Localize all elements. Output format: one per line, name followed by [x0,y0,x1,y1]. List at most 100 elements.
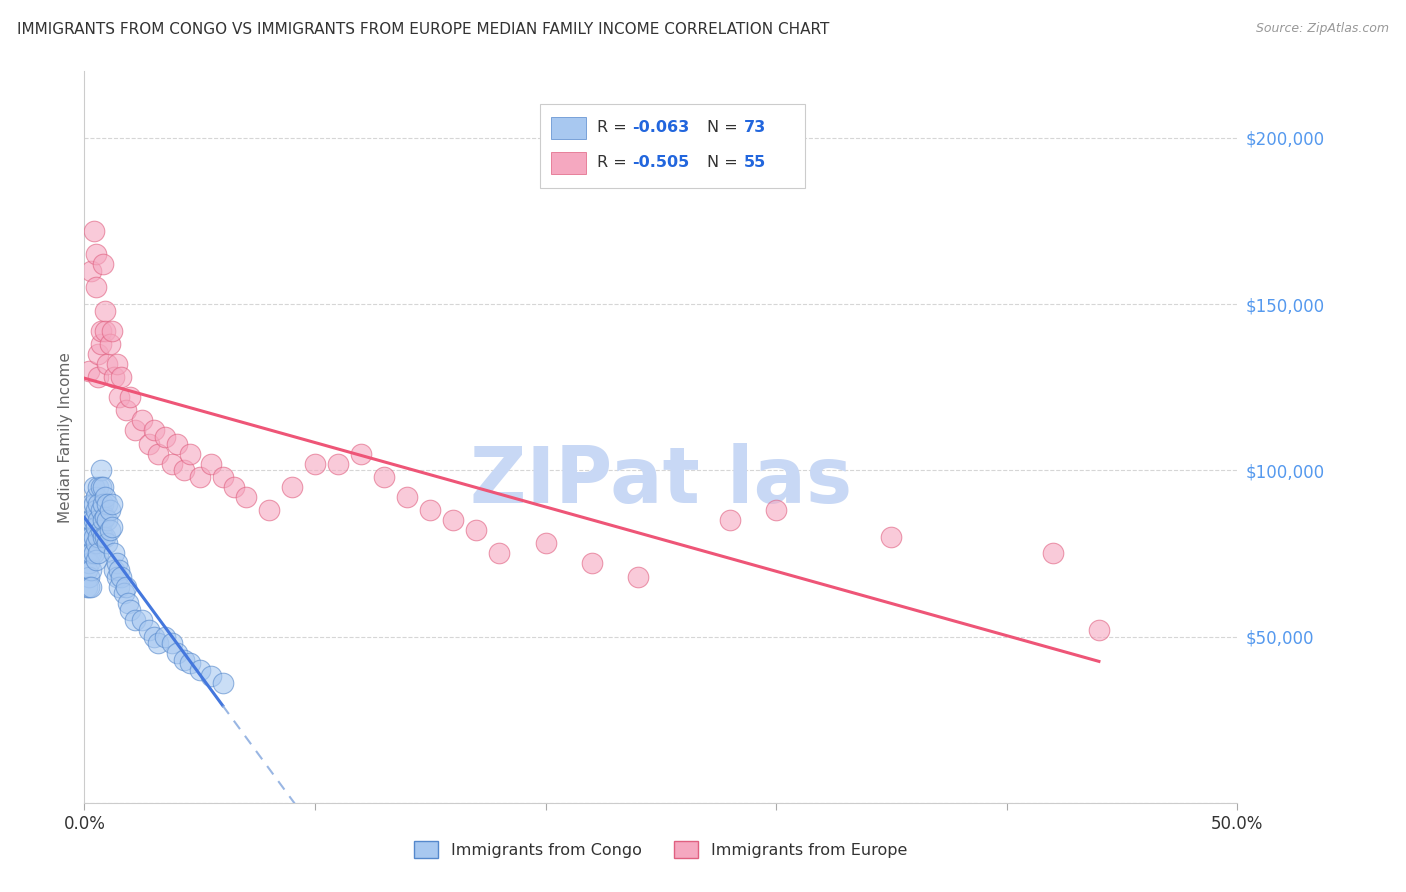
Point [98,503,121,517]
Point [281,480,304,494]
Point [419,503,441,517]
Point [96,513,118,527]
Point [103,563,125,577]
Point [138,623,160,637]
Point [87,480,110,494]
Point [101,324,124,338]
Point [94,509,117,524]
Point [105,570,128,584]
Point [131,413,153,427]
Point [110,570,132,584]
Point [94,324,117,338]
Point [105,557,128,571]
Point [80,563,103,577]
Text: -0.063: -0.063 [633,120,689,136]
Point [103,370,125,384]
Point [96,536,118,550]
Point [581,557,603,571]
Point [112,586,135,600]
Point [166,436,188,450]
Point [120,603,142,617]
Point [108,580,131,594]
Point [83,480,105,494]
Point [188,470,211,484]
Text: IMMIGRANTS FROM CONGO VS IMMIGRANTS FROM EUROPE MEDIAN FAMILY INCOME CORRELATION: IMMIGRANTS FROM CONGO VS IMMIGRANTS FROM… [17,22,830,37]
Point [115,580,138,594]
Point [441,513,464,527]
Point [77,546,100,560]
Point [115,403,138,417]
Point [91,257,114,271]
Point [1042,546,1064,560]
Point [396,490,419,504]
Text: Source: ZipAtlas.com: Source: ZipAtlas.com [1256,22,1389,36]
Point [627,570,650,584]
Point [77,363,100,377]
Point [350,447,373,461]
Point [77,580,100,594]
Point [188,663,211,677]
Point [160,457,183,471]
Point [77,557,100,571]
Point [765,503,787,517]
Point [77,570,100,584]
Point [718,513,741,527]
Point [224,480,246,494]
Point [89,523,111,537]
Point [304,457,326,471]
Text: R =: R = [598,155,633,170]
Point [84,503,107,517]
Point [101,497,124,511]
Point [105,357,128,371]
Point [83,513,105,527]
Point [76,546,98,560]
Point [91,530,114,544]
Text: ZIPat las: ZIPat las [470,443,852,519]
Point [103,546,125,560]
Point [98,337,121,351]
Point [84,280,107,294]
FancyBboxPatch shape [551,117,586,138]
Point [89,324,111,338]
Legend: Immigrants from Congo, Immigrants from Europe: Immigrants from Congo, Immigrants from E… [408,835,914,864]
Point [117,596,139,610]
Point [138,436,160,450]
Point [211,470,233,484]
Point [87,530,110,544]
Point [373,470,395,484]
Point [173,653,195,667]
Point [142,630,165,644]
Point [153,630,176,644]
Point [94,303,117,318]
Point [83,224,105,238]
Point [94,490,117,504]
Point [76,580,98,594]
Point [200,669,222,683]
Point [108,563,131,577]
Point [87,546,110,560]
Point [84,520,107,534]
Point [98,523,121,537]
Point [87,347,110,361]
Point [124,424,146,438]
Text: 73: 73 [744,120,766,136]
Point [94,530,117,544]
Point [80,546,103,560]
Point [173,463,195,477]
Point [211,676,233,690]
Point [91,513,114,527]
Point [89,503,111,517]
Point [80,264,103,278]
Point [91,480,114,494]
Point [120,390,142,404]
Point [101,520,124,534]
Point [166,646,188,660]
Point [87,513,110,527]
Text: -0.505: -0.505 [633,155,689,170]
Point [80,530,103,544]
Point [91,497,114,511]
Point [465,523,488,537]
Point [488,546,510,560]
Y-axis label: Median Family Income: Median Family Income [58,351,73,523]
Point [124,613,146,627]
